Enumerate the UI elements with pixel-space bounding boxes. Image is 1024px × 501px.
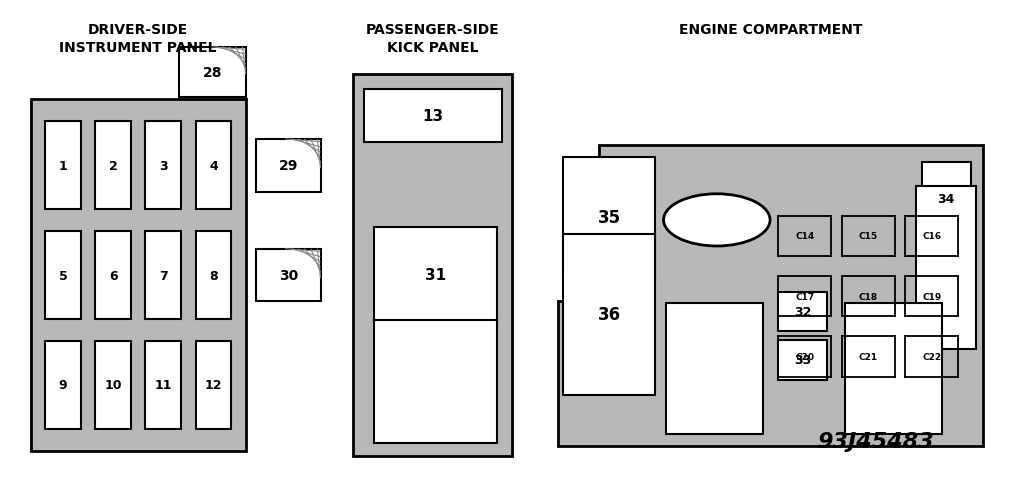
Text: C17: C17 xyxy=(796,292,814,301)
Bar xyxy=(916,187,976,350)
Bar xyxy=(31,100,246,451)
Text: C21: C21 xyxy=(859,352,878,361)
Text: C22: C22 xyxy=(923,352,941,361)
Bar xyxy=(45,341,81,429)
Bar xyxy=(845,304,942,434)
Text: DRIVER-SIDE
INSTRUMENT PANEL: DRIVER-SIDE INSTRUMENT PANEL xyxy=(59,23,217,55)
Text: 6: 6 xyxy=(109,269,118,282)
Text: 34: 34 xyxy=(938,193,954,205)
Bar xyxy=(95,122,131,210)
Text: 2: 2 xyxy=(109,159,118,172)
Text: 29: 29 xyxy=(279,159,298,173)
Bar xyxy=(778,293,827,332)
Text: C18: C18 xyxy=(859,292,878,301)
Text: 93J45483: 93J45483 xyxy=(817,431,934,451)
Text: 8: 8 xyxy=(209,269,218,282)
Bar xyxy=(95,232,131,320)
Text: 1: 1 xyxy=(58,159,68,172)
Text: 28: 28 xyxy=(203,66,222,80)
Bar xyxy=(374,321,497,443)
Circle shape xyxy=(664,194,770,246)
Bar xyxy=(353,75,512,456)
Text: 4: 4 xyxy=(209,159,218,172)
Bar xyxy=(95,341,131,429)
Text: 32: 32 xyxy=(795,306,811,319)
Bar xyxy=(196,341,231,429)
Bar xyxy=(145,341,181,429)
Text: ENGINE COMPARTMENT: ENGINE COMPARTMENT xyxy=(679,23,862,37)
Bar xyxy=(179,48,246,98)
Text: 33: 33 xyxy=(795,354,811,367)
Text: 36: 36 xyxy=(598,306,621,324)
Bar xyxy=(145,122,181,210)
Bar xyxy=(196,232,231,320)
Text: 5: 5 xyxy=(58,269,68,282)
Text: C14: C14 xyxy=(796,232,814,241)
Polygon shape xyxy=(558,145,983,446)
Text: 30: 30 xyxy=(279,269,298,283)
Bar xyxy=(256,249,321,302)
Bar xyxy=(256,140,321,192)
Text: 31: 31 xyxy=(425,268,445,283)
Bar xyxy=(374,227,497,323)
Bar xyxy=(563,234,655,395)
Text: 7: 7 xyxy=(159,269,168,282)
Bar xyxy=(196,122,231,210)
Bar xyxy=(45,122,81,210)
Text: C19: C19 xyxy=(923,292,941,301)
Bar xyxy=(45,232,81,320)
Text: C15: C15 xyxy=(859,232,878,241)
Text: 3: 3 xyxy=(159,159,168,172)
Bar xyxy=(922,163,971,235)
Text: PASSENGER-SIDE
KICK PANEL: PASSENGER-SIDE KICK PANEL xyxy=(366,23,500,55)
Text: 35: 35 xyxy=(598,208,621,226)
Text: 12: 12 xyxy=(205,379,222,392)
Bar xyxy=(563,157,655,278)
Text: 9: 9 xyxy=(58,379,68,392)
Bar xyxy=(666,304,763,434)
Text: 11: 11 xyxy=(155,379,172,392)
Text: 10: 10 xyxy=(104,379,122,392)
Text: 13: 13 xyxy=(422,109,443,124)
Bar xyxy=(145,232,181,320)
Bar xyxy=(778,341,827,380)
Text: C20: C20 xyxy=(796,352,814,361)
Bar xyxy=(364,90,502,143)
Text: C16: C16 xyxy=(923,232,941,241)
